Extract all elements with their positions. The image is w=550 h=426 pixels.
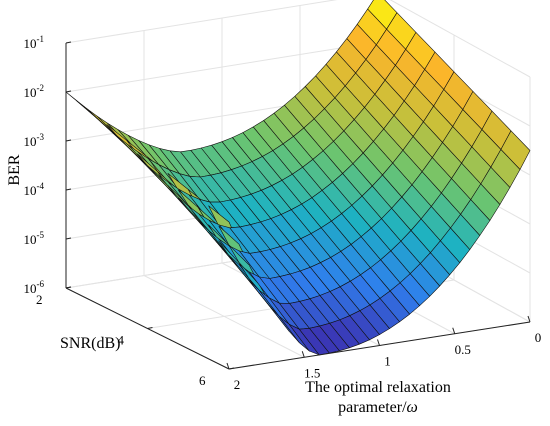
z-tick-label: 10-3 xyxy=(24,132,45,149)
z-tick-base: 10 xyxy=(24,232,37,247)
z-tick-exponent: -2 xyxy=(37,83,45,93)
y-tick-mark xyxy=(229,368,234,369)
z-tick-base: 10 xyxy=(24,36,37,51)
z-tick-exponent: -4 xyxy=(37,181,45,191)
z-tick-base: 10 xyxy=(24,281,37,296)
x-axis-label-line1: The optimal relaxation xyxy=(305,379,451,396)
y-axis-label: SNR(dB) xyxy=(60,335,120,352)
z-tick-exponent: -3 xyxy=(37,132,45,142)
z-tick-exponent: -1 xyxy=(37,34,45,44)
z-tick-label: 10-5 xyxy=(24,230,45,247)
z-tick-base: 10 xyxy=(24,183,37,198)
x-tick-label: 2 xyxy=(234,377,241,392)
z-tick-base: 10 xyxy=(24,85,37,100)
z-tick-base: 10 xyxy=(24,134,37,149)
y-tick-label: 6 xyxy=(199,373,206,388)
z-tick-exponent: -6 xyxy=(37,279,45,289)
z-tick-mark xyxy=(66,238,71,239)
x-tick-label: 1.5 xyxy=(304,365,320,380)
y-tick-mark xyxy=(148,328,153,329)
z-tick-mark xyxy=(66,42,71,43)
z-tick-mark xyxy=(66,189,71,190)
ber-surface xyxy=(66,0,530,355)
z-axis-label: BER xyxy=(6,154,23,185)
x-tick-label: 0.5 xyxy=(455,342,471,357)
z-tick-label: 10-1 xyxy=(24,34,45,51)
z-tick-label: 10-2 xyxy=(24,83,45,100)
omega-symbol: ω xyxy=(407,399,418,416)
x-tick-label: 0 xyxy=(535,330,542,345)
y-tick-label: 2 xyxy=(36,292,43,307)
z-tick-label: 10-4 xyxy=(24,181,45,198)
x-axis-label-text: parameter/ xyxy=(338,399,407,416)
z-tick-exponent: -5 xyxy=(37,230,45,240)
z-tick-mark xyxy=(66,91,71,92)
x-axis-label-line2: parameter/ω xyxy=(338,399,418,416)
x-tick-label: 1 xyxy=(384,354,391,369)
z-tick-mark xyxy=(66,140,71,141)
y-tick-mark xyxy=(66,287,71,288)
